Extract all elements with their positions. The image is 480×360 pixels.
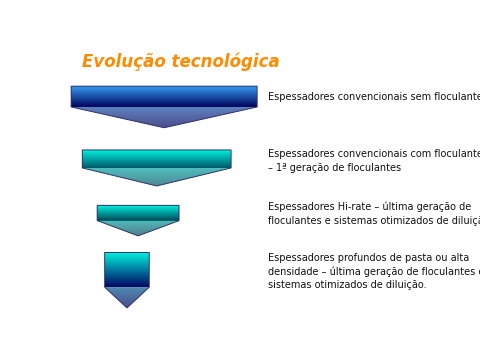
Polygon shape — [105, 267, 149, 268]
Polygon shape — [105, 268, 149, 269]
Polygon shape — [105, 273, 149, 274]
Polygon shape — [105, 259, 149, 260]
Polygon shape — [105, 272, 149, 273]
Polygon shape — [105, 271, 149, 272]
Text: Espessadores convencionais com floculante
– 1ª geração de floculantes: Espessadores convencionais com floculant… — [268, 149, 480, 172]
Polygon shape — [105, 274, 149, 275]
Polygon shape — [105, 253, 149, 254]
Polygon shape — [105, 284, 149, 285]
Polygon shape — [105, 256, 149, 257]
Text: Espessadores Hi-rate – última geração de
floculantes e sistemas otimizados de di: Espessadores Hi-rate – última geração de… — [268, 202, 480, 225]
Polygon shape — [105, 252, 149, 253]
Polygon shape — [105, 281, 149, 282]
Polygon shape — [105, 282, 149, 283]
Polygon shape — [105, 285, 149, 286]
Polygon shape — [105, 264, 149, 265]
Text: Espessadores convencionais sem floculante: Espessadores convencionais sem floculant… — [268, 92, 480, 102]
Text: Evolução tecnológica: Evolução tecnológica — [83, 53, 280, 71]
Polygon shape — [105, 270, 149, 271]
Polygon shape — [105, 263, 149, 264]
Polygon shape — [105, 277, 149, 278]
Polygon shape — [105, 278, 149, 279]
Polygon shape — [105, 279, 149, 280]
Polygon shape — [105, 258, 149, 259]
Polygon shape — [105, 257, 149, 258]
Polygon shape — [105, 275, 149, 276]
Polygon shape — [105, 276, 149, 277]
Polygon shape — [105, 261, 149, 262]
Polygon shape — [105, 260, 149, 261]
Polygon shape — [105, 286, 149, 287]
Polygon shape — [105, 283, 149, 284]
Polygon shape — [105, 265, 149, 266]
Text: Espessadores profundos de pasta ou alta
densidade – última geração de floculante: Espessadores profundos de pasta ou alta … — [268, 253, 480, 291]
Polygon shape — [105, 266, 149, 267]
Polygon shape — [105, 255, 149, 256]
Polygon shape — [105, 262, 149, 263]
Polygon shape — [105, 254, 149, 255]
Polygon shape — [105, 269, 149, 270]
Polygon shape — [105, 280, 149, 281]
